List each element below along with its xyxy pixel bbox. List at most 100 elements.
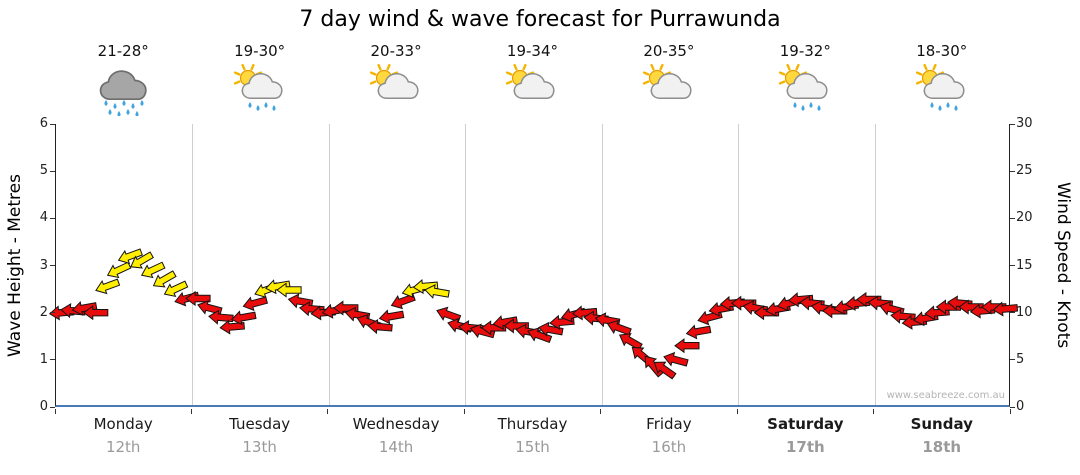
wind-arrow <box>958 299 984 315</box>
wind-arrow <box>130 251 154 269</box>
day-date: 17th <box>785 438 825 456</box>
x-label-thursday: Thursday 15th <box>464 415 600 456</box>
day-date: 18th <box>922 438 962 456</box>
watermark: www.seabreeze.com.au <box>886 390 1005 401</box>
wind-arrow <box>503 318 529 334</box>
x-label-friday: Friday 16th <box>601 415 737 456</box>
wind-arrow <box>527 327 553 344</box>
temp-range: 20-35° <box>643 42 695 60</box>
left-axis-tick-label: 4 <box>39 210 48 226</box>
wind-arrow <box>787 292 814 308</box>
weather-icon-holder <box>369 63 423 116</box>
daily-summary-row: 21-28° 19-30° 20-33° 19-34° 20-35° 19-32… <box>55 42 1010 117</box>
wind-arrow <box>992 301 1019 317</box>
wind-arrow <box>265 279 291 295</box>
wind-arrow <box>981 299 1007 315</box>
rain-cloud-icon <box>99 70 147 117</box>
right-axis-tick-mark <box>1010 359 1015 361</box>
day-separator-line <box>328 124 330 405</box>
wind-arrow <box>230 310 257 326</box>
wind-arrow <box>492 315 519 331</box>
right-axis-tick-label: 5 <box>1016 351 1025 367</box>
wind-arrow <box>117 248 143 265</box>
day-name: Saturday <box>767 415 844 433</box>
x-axis-tick-mark <box>54 409 56 414</box>
temp-range: 19-34° <box>506 42 559 60</box>
day-date: 16th <box>651 438 687 456</box>
wind-arrow <box>571 305 598 321</box>
wind-arrow-layer <box>48 248 1019 380</box>
x-axis-tick-mark <box>873 409 875 414</box>
wind-arrow <box>276 282 302 298</box>
day-column-monday: 21-28° <box>55 42 191 117</box>
wind-arrow <box>185 290 211 307</box>
sun-cloud-icon <box>369 63 419 99</box>
wind-arrow <box>537 321 564 337</box>
left-axis-tick-label: 3 <box>39 257 48 273</box>
x-axis-tick-mark <box>1009 409 1011 414</box>
wind-arrow <box>412 278 439 295</box>
x-label-sunday: Sunday 18th <box>874 415 1010 456</box>
day-column-wednesday: 20-33° <box>328 42 464 116</box>
day-separator-line <box>601 124 603 405</box>
wind-arrow <box>71 300 98 316</box>
day-separator-line <box>738 124 740 405</box>
wind-arrow <box>674 338 700 354</box>
wind-arrow <box>152 270 177 288</box>
wind-arrow <box>653 361 677 380</box>
weather-icon-holder <box>915 63 969 116</box>
left-axis-tick-label: 5 <box>39 163 48 179</box>
right-axis-tick-label: 0 <box>1016 399 1025 414</box>
wind-arrow <box>140 261 166 279</box>
x-axis-labels: Monday 12th Tuesday 13th Wednesday 14th … <box>55 415 1010 456</box>
day-name: Friday <box>646 415 692 433</box>
wind-arrow <box>367 319 393 335</box>
sun-cloud-rain-icon <box>779 63 828 111</box>
right-axis-tick-mark <box>1010 217 1015 219</box>
right-axis-tick-label: 15 <box>1016 257 1033 273</box>
day-name: Thursday <box>497 415 568 433</box>
x-axis-tick-mark <box>327 409 329 414</box>
wind-arrow <box>436 306 462 323</box>
wind-arrow <box>378 309 405 325</box>
right-axis-tick-label: 20 <box>1016 210 1033 226</box>
wind-arrow <box>106 261 132 279</box>
day-column-tuesday: 19-30° <box>191 42 327 116</box>
left-axis-tick-mark <box>50 123 55 125</box>
wind-arrow <box>163 280 189 298</box>
temp-range: 18-30° <box>916 42 968 60</box>
day-date: 14th <box>378 438 414 456</box>
right-axis-tick-label: 30 <box>1016 116 1033 131</box>
plot-area <box>48 124 1019 407</box>
wind-arrow <box>856 291 882 308</box>
day-name: Tuesday <box>229 415 291 433</box>
right-axis-tick-label: 25 <box>1016 163 1033 179</box>
left-axis-tick-mark <box>50 217 55 219</box>
left-axis-tick-mark <box>50 265 55 266</box>
day-name: Monday <box>93 415 153 433</box>
day-separator-line <box>192 124 194 405</box>
x-label-monday: Monday 12th <box>55 415 191 456</box>
wind-arrow <box>663 351 689 367</box>
chart-title: 7 day wind & wave forecast for Purrawund… <box>299 7 781 32</box>
day-date: 15th <box>515 438 550 456</box>
weather-icon-holder <box>96 64 150 117</box>
left-axis-tick-mark <box>50 170 55 172</box>
day-date: 13th <box>242 438 277 456</box>
sun-cloud-icon <box>506 63 556 99</box>
weather-icon-holder <box>233 63 287 116</box>
right-axis-tick-mark <box>1010 170 1015 172</box>
wind-arrow <box>685 324 712 340</box>
x-label-tuesday: Tuesday 13th <box>191 415 327 456</box>
left-axis-tick-label: 1 <box>39 351 48 367</box>
wind-arrow <box>242 296 269 312</box>
day-column-saturday: 19-32° <box>737 42 873 116</box>
x-axis-tick-mark <box>463 409 465 414</box>
right-axis-tick-mark <box>1010 123 1015 125</box>
left-axis-tick-label: 0 <box>39 399 48 414</box>
x-axis-tick-mark <box>600 409 602 414</box>
day-separator-line <box>874 124 876 405</box>
left-axis-tick-mark <box>50 359 55 361</box>
x-axis-tick-mark <box>190 409 192 414</box>
x-label-wednesday: Wednesday 14th <box>328 415 464 456</box>
